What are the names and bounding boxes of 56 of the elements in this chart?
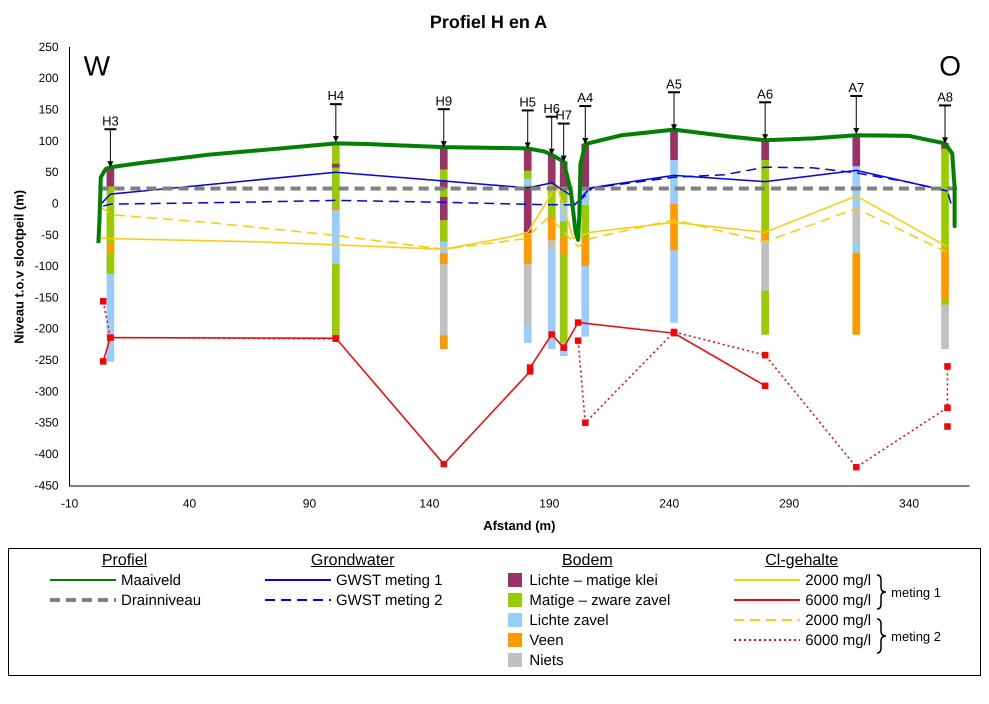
text: meting 2	[891, 628, 942, 644]
x-tick-label: 40	[182, 496, 197, 511]
y-tick-label: 200	[38, 71, 59, 86]
legend-label: Lichte – matige klei	[529, 572, 658, 588]
legend-label: Drainniveau	[120, 592, 202, 608]
y-tick-label: 0	[52, 196, 59, 210]
y-tick-label: 150	[38, 102, 59, 117]
annotation: A4	[577, 90, 594, 106]
x-axis-title: Afstand (m)	[483, 518, 556, 533]
y-tick-label: -350	[34, 416, 59, 430]
annotation: W	[84, 50, 111, 82]
text: Cl-gehalte	[764, 552, 840, 570]
annotation: H9	[435, 93, 452, 108]
y-tick-label: 100	[38, 134, 59, 148]
annotation: A5	[666, 76, 682, 92]
annotation: O	[939, 50, 961, 82]
legend-label: Veen	[529, 632, 564, 648]
y-tick-label: 250	[38, 40, 59, 54]
legend-label: Lichte zavel	[529, 612, 609, 628]
annotation: H3	[102, 113, 119, 128]
legend-label: 6000 mg/l	[805, 632, 872, 648]
legend-label: Matige – zware zavel	[529, 592, 670, 608]
legend-label: Niets	[529, 652, 564, 668]
y-tick-label: 50	[45, 165, 59, 180]
legend-label: GWST meting 2	[336, 592, 442, 608]
chart-title: Profiel H en A	[430, 12, 548, 32]
y-tick-label: -300	[34, 384, 59, 398]
annotation: A7	[848, 80, 864, 96]
annotation: A6	[757, 86, 774, 102]
x-tick-label: 240	[659, 496, 680, 511]
legend-label: 2000 mg/l	[805, 612, 872, 628]
x-tick-label: 190	[539, 496, 560, 511]
y-tick-label: -400	[34, 447, 59, 461]
y-tick-label: -100	[34, 259, 59, 274]
y-tick-label: -150	[34, 290, 59, 304]
x-tick-label: 90	[302, 496, 316, 511]
annotation: A8	[937, 90, 953, 104]
x-tick-label: -10	[60, 496, 79, 511]
text: meting 1	[891, 584, 942, 600]
legend-label: Maaiveld	[120, 572, 182, 588]
x-tick-label: 140	[419, 496, 440, 511]
y-tick-label: -450	[34, 478, 59, 492]
text: Grondwater	[310, 552, 396, 570]
y-tick-label: -50	[41, 228, 59, 242]
legend-label: 2000 mg/l	[805, 572, 872, 588]
legend-label: 6000 mg/l	[805, 592, 872, 608]
y-axis-title: Niveau t.o.v slootpeil (m)	[11, 190, 26, 344]
y-tick-label: -250	[34, 353, 59, 368]
y-tick-label: -200	[34, 322, 59, 336]
text: Profiel	[100, 552, 148, 570]
x-tick-label: 290	[779, 496, 800, 511]
x-tick-label: 340	[899, 496, 920, 511]
annotation: H5	[519, 94, 536, 110]
text: Bodem	[560, 552, 614, 570]
annotation: H4	[328, 88, 344, 104]
legend-label: GWST meting 1	[336, 572, 442, 588]
